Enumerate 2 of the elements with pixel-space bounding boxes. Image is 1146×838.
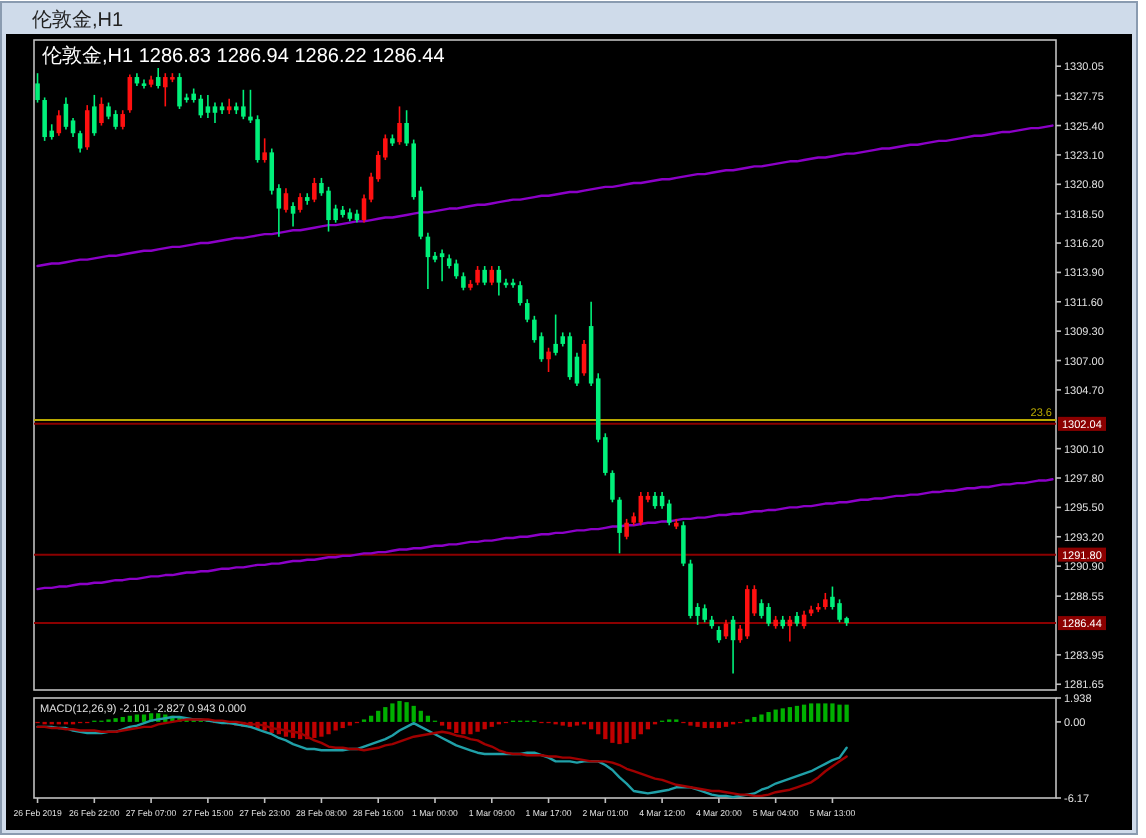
chart-title: 伦敦金,H1	[32, 8, 124, 32]
chart-subtitle: 伦敦金,H1 1286.83 1286.94 1286.22 1286.44	[42, 44, 446, 68]
